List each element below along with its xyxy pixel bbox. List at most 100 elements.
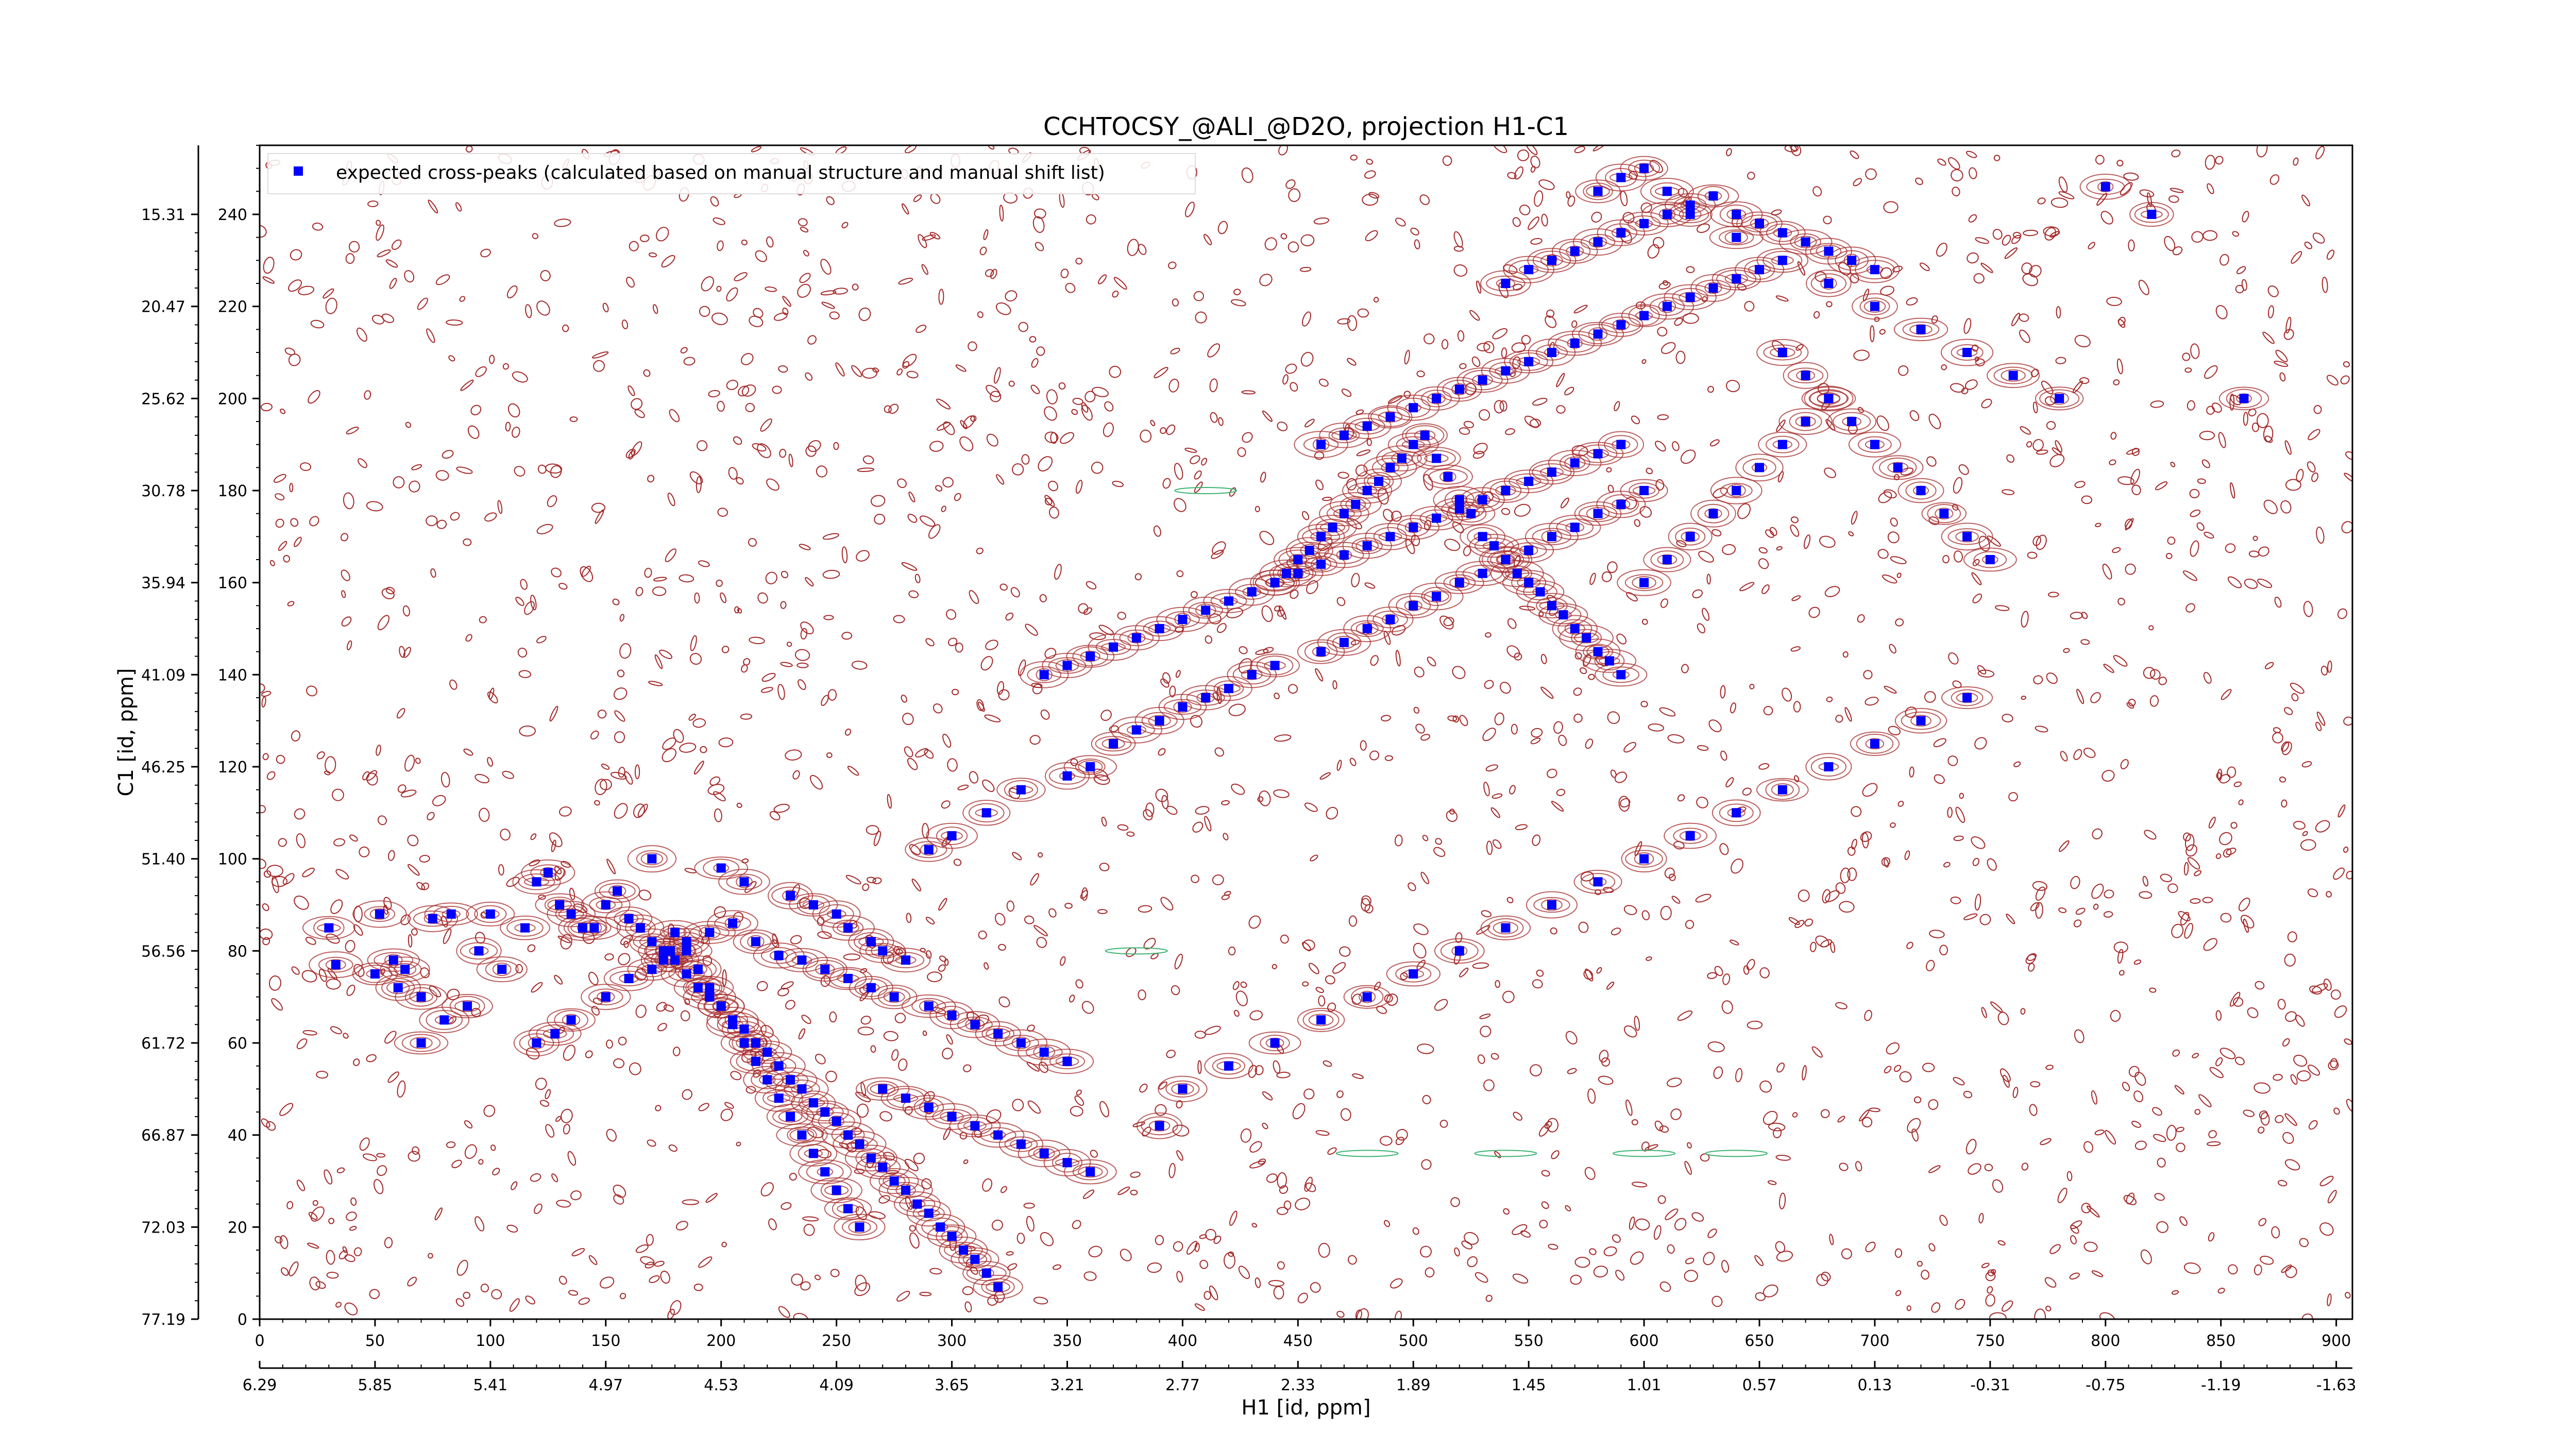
- noise-contour: [717, 508, 728, 517]
- peak-contour: [1119, 629, 1154, 646]
- noise-contour: [1175, 670, 1181, 678]
- peak-contour: [1101, 738, 1125, 749]
- noise-contour: [266, 1121, 276, 1131]
- noise-contour: [2035, 726, 2048, 733]
- noise-contour: [1869, 1107, 1880, 1113]
- noise-contour: [1384, 994, 1393, 1003]
- noise-contour: [928, 524, 941, 539]
- peak-contour: [1355, 468, 1402, 495]
- noise-contour: [618, 953, 631, 966]
- cross-peak-marker: [739, 877, 749, 887]
- noise-contour: [1948, 652, 1959, 665]
- peak-contour: [536, 1024, 574, 1043]
- x-index-tick-label: 550: [1514, 1332, 1544, 1350]
- cross-peak-marker: [947, 1010, 957, 1020]
- noise-contour: [1228, 703, 1246, 716]
- noise-contour: [755, 250, 767, 262]
- legend: expected cross-peaks (calculated based o…: [267, 153, 1196, 194]
- noise-contour: [369, 1289, 380, 1300]
- noise-contour: [2066, 1171, 2073, 1182]
- peak-contour: [850, 1138, 869, 1150]
- peak-contour: [1541, 530, 1563, 544]
- cross-peak-marker: [1870, 739, 1879, 749]
- cross-peak-marker: [1293, 568, 1303, 578]
- noise-contour: [2284, 440, 2292, 455]
- noise-contour: [391, 239, 402, 250]
- noise-contour: [346, 640, 352, 650]
- noise-contour: [1657, 414, 1669, 420]
- noise-contour: [1816, 1274, 1829, 1286]
- cross-peak-marker: [1316, 532, 1326, 542]
- noise-contour: [957, 784, 969, 790]
- noise-contour: [659, 649, 673, 659]
- cross-peak-marker: [1801, 370, 1810, 380]
- noise-contour: [2196, 522, 2205, 531]
- noise-contour: [1977, 669, 1995, 678]
- noise-contour: [1973, 273, 1985, 284]
- noise-contour: [2284, 953, 2296, 967]
- noise-contour: [1290, 382, 1298, 392]
- noise-contour: [2070, 1225, 2079, 1234]
- noise-contour: [968, 341, 977, 351]
- noise-contour: [1761, 584, 1770, 595]
- noise-contour: [2074, 1029, 2084, 1043]
- noise-contour: [1391, 511, 1402, 522]
- noise-contour: [1896, 572, 1902, 578]
- noise-contour: [570, 1190, 582, 1201]
- noise-contour: [1263, 647, 1274, 653]
- noise-contour: [2055, 357, 2066, 364]
- noise-contour: [1546, 1118, 1559, 1133]
- noise-contour: [1472, 450, 1485, 459]
- noise-contour: [748, 538, 757, 547]
- cross-peak-marker: [786, 891, 795, 901]
- noise-contour: [2100, 211, 2113, 225]
- noise-contour: [465, 145, 473, 153]
- noise-contour: [768, 1218, 777, 1231]
- noise-contour: [1413, 706, 1420, 714]
- cross-peak-marker: [774, 1093, 784, 1103]
- noise-contour: [1981, 1262, 1990, 1269]
- noise-contour: [1513, 283, 1523, 291]
- peak-contour: [1724, 230, 1748, 244]
- noise-contour: [1097, 909, 1108, 914]
- negative-contour: [1705, 1150, 1768, 1157]
- noise-contour: [1018, 322, 1028, 332]
- peak-contour: [588, 988, 623, 1005]
- noise-contour: [1060, 956, 1066, 966]
- peak-contour: [1856, 733, 1894, 754]
- peak-contour: [1719, 229, 1754, 246]
- peak-contour: [1480, 915, 1531, 940]
- peak-contour: [1141, 1116, 1178, 1136]
- peak-contour: [1956, 692, 1978, 703]
- noise-contour: [2203, 672, 2212, 684]
- noise-contour: [1075, 480, 1083, 494]
- noise-contour: [1021, 454, 1030, 465]
- noise-contour: [526, 1047, 540, 1060]
- peak-contour: [962, 800, 1011, 826]
- noise-contour: [1277, 610, 1285, 617]
- peak-contour: [1848, 431, 1902, 458]
- noise-contour: [1240, 1128, 1252, 1143]
- noise-contour: [1412, 1227, 1419, 1235]
- cross-peak-marker: [1432, 592, 1442, 601]
- noise-contour: [861, 367, 878, 379]
- noise-contour: [1865, 168, 1877, 180]
- cross-peak-marker: [1662, 301, 1672, 311]
- noise-contour: [2117, 598, 2125, 605]
- noise-contour: [1031, 358, 1039, 368]
- noise-contour: [637, 803, 648, 817]
- noise-contour: [502, 770, 514, 779]
- cross-peak-marker: [878, 946, 888, 956]
- peak-contour: [1538, 603, 1588, 627]
- peak-contour: [836, 922, 860, 933]
- cross-peak-marker: [1016, 1139, 1026, 1149]
- noise-contour: [1526, 145, 1538, 155]
- peak-contour: [1363, 455, 1417, 480]
- noise-contour: [2274, 596, 2282, 608]
- noise-contour: [1459, 363, 1467, 369]
- peak-contour: [1011, 1036, 1031, 1050]
- noise-contour: [1974, 737, 1987, 750]
- peak-contour: [1367, 475, 1391, 488]
- cross-peak-marker: [1362, 421, 1372, 431]
- peak-contour: [1347, 482, 1387, 499]
